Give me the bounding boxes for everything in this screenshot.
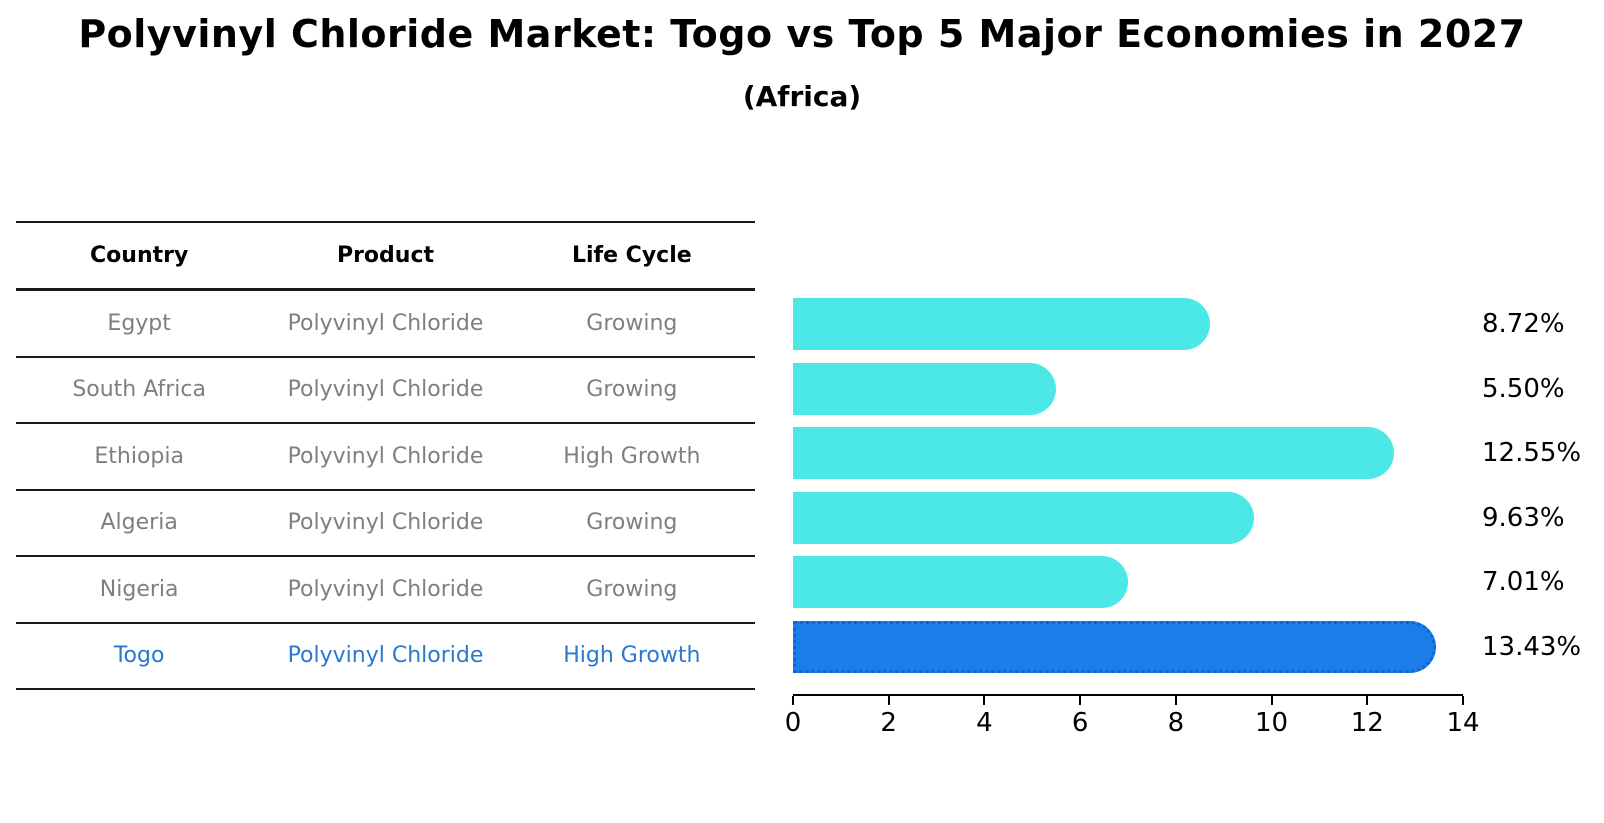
table-header-row: Country Product Life Cycle bbox=[16, 223, 755, 291]
bar-value-label: 12.55% bbox=[1482, 438, 1582, 469]
cell-product: Polyvinyl Chloride bbox=[287, 443, 484, 469]
table-row: Ethiopia Polyvinyl Chloride High Growth bbox=[16, 424, 755, 491]
x-tick-label: 10 bbox=[1255, 708, 1289, 738]
chart-title: Polyvinyl Chloride Market: Togo vs Top 5… bbox=[78, 12, 1526, 56]
cell-product: Polyvinyl Chloride bbox=[287, 510, 484, 536]
cell-country: Egypt bbox=[107, 310, 171, 336]
x-tick-label: 6 bbox=[1071, 708, 1089, 738]
x-tick-label: 4 bbox=[976, 708, 993, 738]
x-tick-label: 12 bbox=[1350, 708, 1384, 738]
chart-subtitle: (Africa) bbox=[742, 80, 862, 113]
cell-country: Togo bbox=[113, 643, 165, 669]
bar-value-label: 7.01% bbox=[1482, 567, 1565, 598]
bar-ethiopia bbox=[793, 427, 1394, 480]
header-life-cycle: Life Cycle bbox=[571, 243, 692, 268]
cell-product: Polyvinyl Chloride bbox=[287, 377, 484, 403]
x-tick bbox=[792, 696, 794, 705]
table-row: South Africa Polyvinyl Chloride Growing bbox=[16, 358, 755, 424]
cell-life-cycle: Growing bbox=[586, 377, 678, 403]
table-row-highlight: Togo Polyvinyl Chloride High Growth bbox=[16, 624, 755, 690]
table-row: Algeria Polyvinyl Chloride Growing bbox=[16, 491, 755, 557]
cell-country: Algeria bbox=[100, 510, 178, 536]
bar-value-label: 9.63% bbox=[1482, 502, 1565, 533]
bar-value-label: 13.43% bbox=[1482, 632, 1582, 662]
cell-life-cycle: Growing bbox=[586, 576, 678, 602]
cell-country: Nigeria bbox=[99, 576, 179, 602]
x-tick-label: 14 bbox=[1446, 708, 1480, 738]
x-tick bbox=[1462, 696, 1464, 705]
x-tick bbox=[1174, 696, 1177, 705]
bar-value-label: 8.72% bbox=[1482, 309, 1565, 339]
x-tick bbox=[1079, 696, 1082, 705]
bar-value-label: 5.50% bbox=[1482, 373, 1565, 404]
x-tick-label: 8 bbox=[1167, 708, 1185, 738]
x-tick bbox=[1366, 696, 1369, 705]
x-tick-label: 2 bbox=[880, 708, 897, 738]
table-row: Egypt Polyvinyl Chloride Growing bbox=[16, 291, 755, 358]
bar-nigeria bbox=[793, 556, 1129, 609]
bar-south-africa bbox=[793, 362, 1057, 415]
cell-life-cycle: Growing bbox=[586, 510, 678, 536]
x-axis bbox=[793, 694, 1463, 696]
bar-chart: 8.72% 5.50% 12.55% 9.63% 7.01% 13.43% 0 2 4 6 8 10… bbox=[785, 0, 1604, 823]
cell-product: Polyvinyl Chloride bbox=[287, 576, 484, 602]
bar-algeria bbox=[793, 491, 1254, 544]
cell-country: South Africa bbox=[72, 377, 206, 403]
cell-product: Polyvinyl Chloride bbox=[287, 310, 484, 336]
cell-life-cycle: High Growth bbox=[563, 643, 701, 669]
x-tick bbox=[983, 696, 986, 705]
cell-country: Ethiopia bbox=[94, 443, 184, 469]
header-country: Country bbox=[90, 243, 189, 268]
x-tick-label: 0 bbox=[784, 708, 802, 738]
table-row: Nigeria Polyvinyl Chloride Growing bbox=[16, 557, 755, 624]
x-tick bbox=[887, 696, 890, 705]
x-tick bbox=[1270, 696, 1273, 705]
cell-product: Polyvinyl Chloride bbox=[287, 643, 484, 669]
country-table: Country Product Life Cycle Egypt Polyvin… bbox=[16, 221, 755, 690]
bar-togo bbox=[793, 621, 1436, 673]
header-product: Product bbox=[336, 243, 435, 268]
cell-life-cycle: Growing bbox=[586, 310, 678, 336]
bar-egypt bbox=[793, 298, 1211, 350]
cell-life-cycle: High Growth bbox=[563, 443, 701, 469]
